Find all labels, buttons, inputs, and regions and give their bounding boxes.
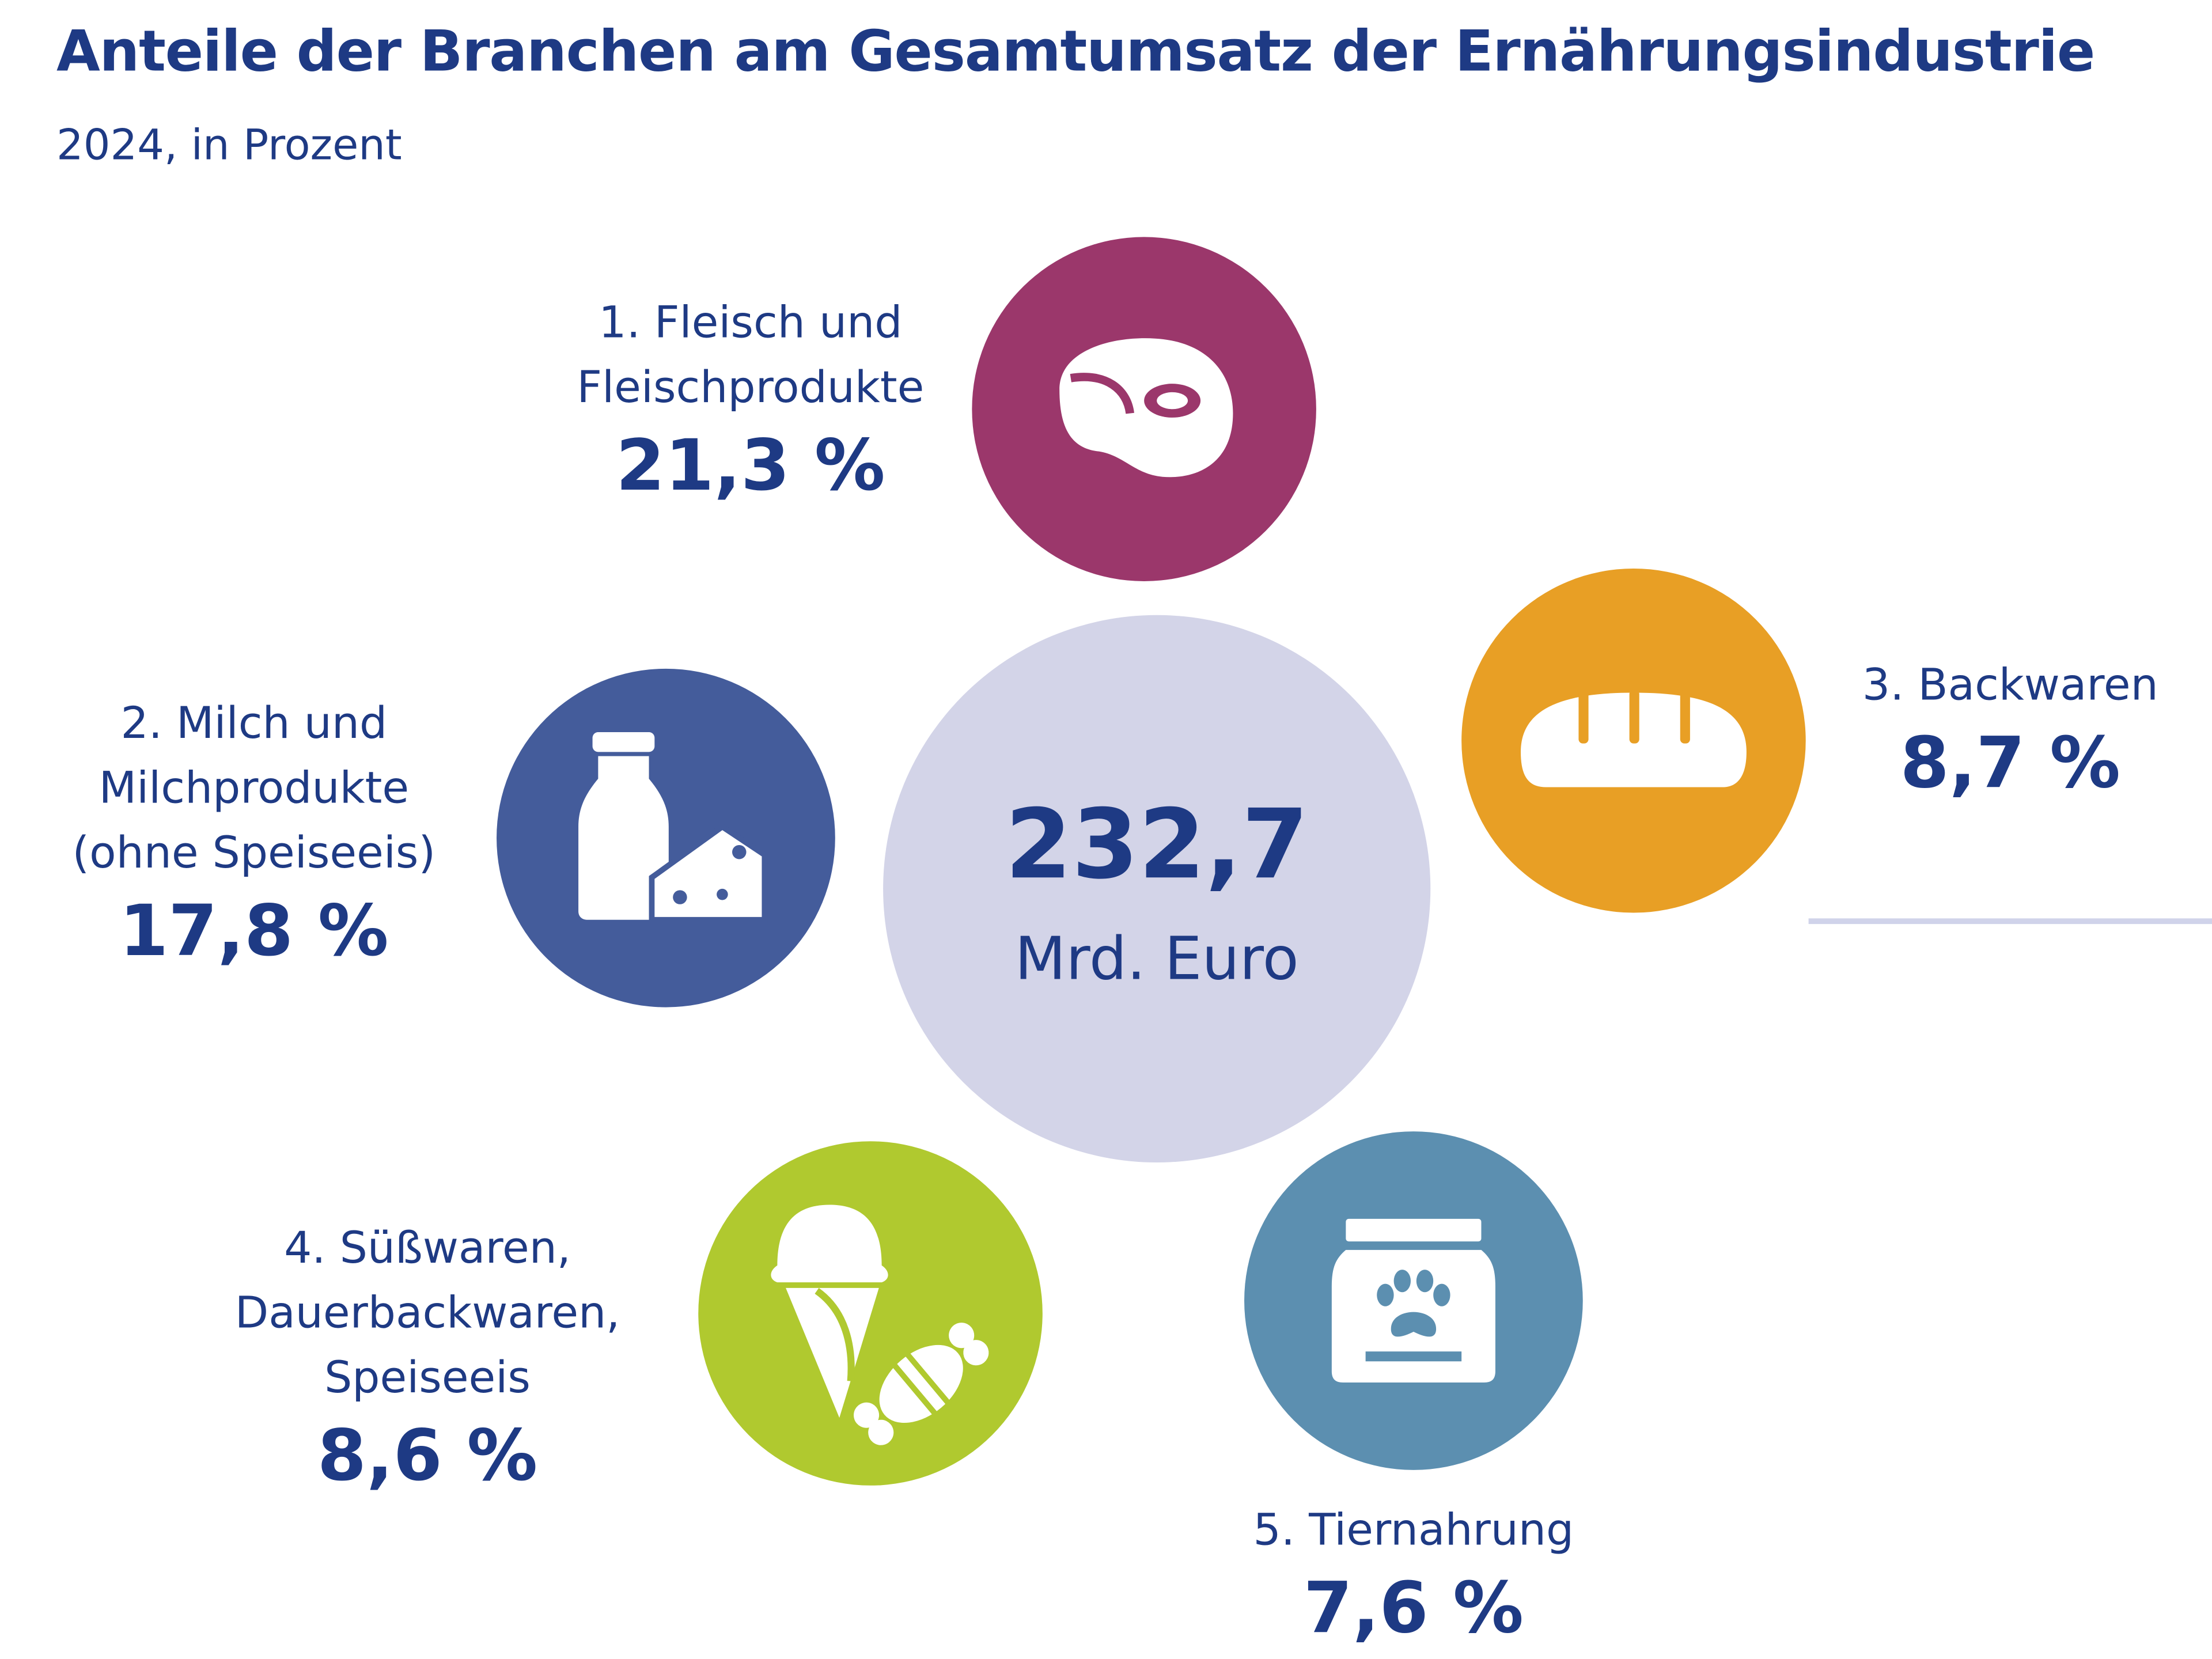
- segment-name: 4. Süßwaren,: [284, 1223, 571, 1274]
- bread-circle: [1461, 568, 1806, 913]
- segment-name: Milchprodukte: [99, 763, 410, 815]
- chart-subtitle: 2024, in Prozent: [56, 121, 402, 171]
- segment-label-3: 3. Backwaren 8,7 %: [1862, 653, 2158, 808]
- total-value: 232,7: [1005, 790, 1309, 902]
- segment-name: 3. Backwaren: [1862, 660, 2158, 711]
- segment-value: 8,6 %: [317, 1415, 538, 1497]
- segment-value: 17,8 %: [119, 890, 389, 972]
- segment-label-5: 5. Tiernahrung 7,6 %: [1253, 1498, 1574, 1653]
- segment-value: 7,6 %: [1303, 1567, 1524, 1649]
- bread-icon: [1521, 690, 1747, 787]
- segment-name: 5. Tiernahrung: [1253, 1505, 1574, 1556]
- total-circle: [883, 615, 1431, 1162]
- meat-icon: [1059, 338, 1233, 478]
- segment-label-2: 2. Milch und Milchprodukte (ohne Speisee…: [73, 691, 436, 976]
- segment-value: 21,3 %: [616, 425, 885, 507]
- divider-line: [1808, 918, 2212, 925]
- milk-cheese-icon: [578, 732, 768, 923]
- milk-circle: [497, 668, 835, 1007]
- segment-name: Speiseeis: [324, 1353, 531, 1404]
- pet-food-icon: [1331, 1218, 1495, 1383]
- segment-name: Dauerbackwaren,: [234, 1287, 620, 1339]
- segment-value: 8,7 %: [1900, 722, 2120, 804]
- chart-title: Anteile der Branchen am Gesamtumsatz der…: [56, 20, 2095, 85]
- sweets-circle: [698, 1141, 1043, 1486]
- segment-name: Fleischprodukte: [577, 362, 925, 414]
- segment-label-1: 1. Fleisch und Fleischprodukte 21,3 %: [577, 290, 924, 510]
- total-unit: Mrd. Euro: [1014, 924, 1299, 994]
- pet-food-circle: [1244, 1131, 1583, 1470]
- segment-name: 2. Milch und: [120, 698, 388, 749]
- segment-label-4: 4. Süßwaren, Dauerbackwaren, Speiseeis 8…: [235, 1216, 620, 1501]
- segment-name: 1. Fleisch und: [599, 297, 903, 349]
- meat-circle: [972, 237, 1316, 581]
- icecream-candy-icon: [771, 1205, 989, 1445]
- segment-name: (ohne Speiseeis): [72, 828, 436, 879]
